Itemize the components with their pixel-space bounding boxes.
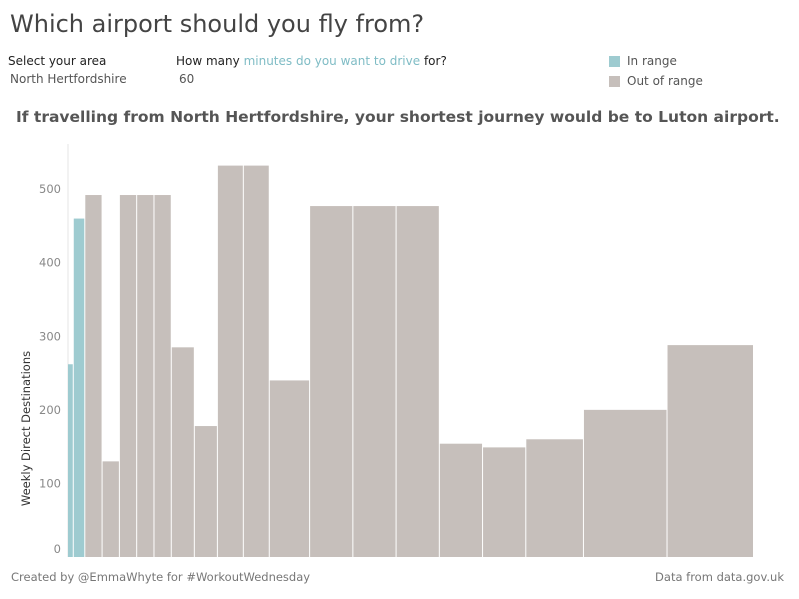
legend-swatch-out-of-range: [609, 75, 620, 87]
minutes-label-highlight: minutes do you want to drive: [243, 54, 421, 68]
bar-15[interactable]: [396, 206, 439, 558]
bar-2[interactable]: [73, 218, 85, 558]
y-tick-label: 200: [39, 403, 61, 417]
bar-19[interactable]: [583, 409, 667, 557]
y-tick-label: 100: [39, 476, 61, 490]
footer-credit: Created by @EmmaWhyte for #WorkoutWednes…: [11, 570, 311, 584]
bar-10[interactable]: [217, 165, 243, 557]
bar-4[interactable]: [102, 461, 119, 557]
bar-16[interactable]: [439, 443, 483, 557]
bar-3[interactable]: [85, 195, 102, 557]
y-tick-label: 500: [39, 182, 61, 196]
bar-18[interactable]: [526, 439, 583, 557]
bar-9[interactable]: [194, 426, 217, 557]
bar-6[interactable]: [137, 195, 154, 557]
legend-label-out-of-range: Out of range: [627, 74, 703, 88]
y-axis-title: Weekly Direct Destinations: [19, 351, 33, 506]
bar-8[interactable]: [171, 347, 194, 557]
bar-17[interactable]: [483, 447, 526, 557]
bar-1[interactable]: [68, 364, 73, 557]
page-title: Which airport should you fly from?: [10, 10, 425, 38]
minutes-label-after: for?: [420, 54, 447, 68]
minutes-parameter-label: How many minutes do you want to drive fo…: [176, 54, 447, 68]
legend-item-in-range[interactable]: In range: [609, 54, 677, 68]
y-tick-label: 400: [39, 256, 61, 270]
area-select-label: Select your area: [8, 54, 107, 68]
headline-text: If travelling from North Hertfordshire, …: [16, 108, 780, 126]
bar-5[interactable]: [119, 195, 137, 557]
y-tick-label: 300: [39, 329, 61, 343]
bar-11[interactable]: [243, 165, 269, 557]
bar-12[interactable]: [269, 380, 310, 557]
y-tick-label: 0: [54, 542, 61, 556]
bar-7[interactable]: [154, 195, 171, 557]
bar-20[interactable]: [667, 345, 753, 557]
bar-14[interactable]: [353, 206, 396, 558]
bar-13[interactable]: [310, 206, 353, 558]
minutes-input[interactable]: 60: [179, 72, 195, 86]
legend-label-in-range: In range: [627, 54, 677, 68]
minutes-label-before: How many: [176, 54, 244, 68]
area-select[interactable]: North Hertfordshire: [10, 72, 127, 86]
footer-source: Data from data.gov.uk: [655, 570, 784, 584]
bar-chart: 0 100 200 300 400 500 Weekly Direct Destinatio…: [19, 144, 753, 558]
legend-item-out-of-range[interactable]: Out of range: [609, 74, 703, 88]
legend-swatch-in-range: [609, 55, 620, 67]
